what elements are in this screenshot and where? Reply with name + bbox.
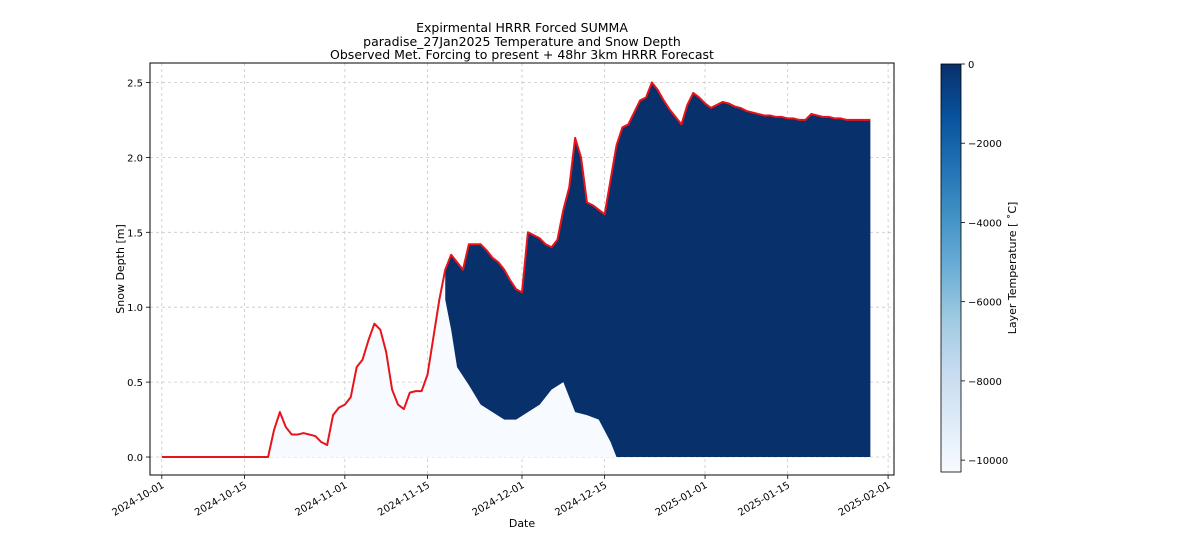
chart-title-line-2: paradise_27Jan2025 Temperature and Snow … [363, 33, 681, 49]
y-tick-label-0: 0.0 [127, 453, 143, 464]
x-tick-label-7: 2025-01-15 [736, 480, 792, 519]
x-tick-label-6: 2025-01-01 [654, 480, 710, 519]
colorbar-label: Layer Temperature [ ˚C] [1006, 202, 1019, 335]
y-tick-label-5: 2.5 [127, 78, 143, 89]
x-tick-label-4: 2024-12-01 [471, 480, 527, 519]
colorbar-ticks: 0 −2000 −4000 −6000 −8000 −10000 [961, 60, 1008, 467]
y-tick-label-3: 1.5 [127, 228, 143, 239]
chart-title-line-1: Expirmental HRRR Forced SUMMA [416, 20, 628, 35]
colorbar-tick-label-1: −2000 [968, 139, 1002, 150]
snow-depth-line [161, 81, 871, 459]
colorbar-tick-label-5: −10000 [968, 456, 1008, 467]
x-tick-label-0: 2024-10-01 [110, 480, 166, 519]
colorbar-tick-label-2: −4000 [968, 218, 1002, 229]
snowpack-warm-layer-fill [445, 82, 871, 458]
x-tick-label-3: 2024-11-15 [376, 480, 432, 519]
y-tick-label-2: 1.0 [127, 303, 143, 314]
x-tick-label-8: 2025-02-01 [837, 480, 893, 519]
x-axis: 2024-10-01 2024-10-15 2024-11-01 2024-11-15… [110, 475, 893, 519]
colorbar-tick-label-4: −8000 [968, 377, 1002, 388]
y-axis-label: Snow Depth [m] [114, 224, 127, 313]
chart-title: Expirmental HRRR Forced SUMMA paradise_2… [150, 21, 894, 62]
colorbar: 0 −2000 −4000 −6000 −8000 −10000 Layer Temper… [940, 60, 1019, 473]
x-tick-label-1: 2024-10-15 [193, 480, 249, 519]
y-axis: 0.0 0.5 1.0 1.5 2.0 2.5 [127, 78, 150, 464]
colorbar-tick-label-0: 0 [968, 60, 974, 71]
colorbar-gradient [940, 63, 962, 473]
colorbar-tick-label-3: −6000 [968, 298, 1002, 309]
x-tick-label-5: 2024-12-15 [553, 480, 609, 519]
chart-title-line-3: Observed Met. Forcing to present + 48hr … [330, 47, 714, 62]
y-tick-label-1: 0.5 [127, 378, 143, 389]
y-tick-label-4: 2.0 [127, 153, 143, 164]
x-tick-label-2: 2024-11-01 [294, 480, 350, 519]
snow-depth-lines [161, 81, 871, 459]
x-axis-label: Date [509, 517, 536, 530]
snow-fill-areas [161, 82, 871, 458]
